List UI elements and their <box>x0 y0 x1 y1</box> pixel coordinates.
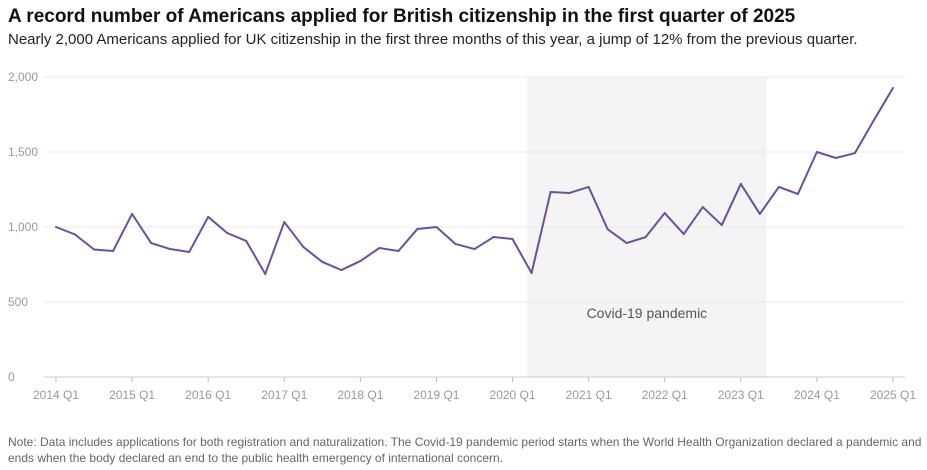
x-tick-label: 2016 Q1 <box>185 388 231 402</box>
data-point <box>435 226 438 228</box>
data-point <box>378 247 381 249</box>
data-point <box>701 206 704 209</box>
data-point <box>264 272 267 275</box>
data-point <box>321 260 324 263</box>
data-point <box>853 152 856 155</box>
data-point <box>796 193 799 195</box>
y-tick-label: 500 <box>8 295 28 309</box>
x-tick-label: 2017 Q1 <box>261 388 307 402</box>
data-point <box>207 215 210 218</box>
x-tick-label: 2022 Q1 <box>642 388 688 402</box>
data-point <box>74 233 77 236</box>
data-point <box>549 191 552 194</box>
data-point <box>758 212 761 215</box>
data-point <box>892 86 894 89</box>
data-point <box>625 242 628 245</box>
y-tick-label: 1,500 <box>8 145 38 159</box>
x-tick-label: 2023 Q1 <box>718 388 764 402</box>
data-point <box>416 227 419 230</box>
data-point <box>359 260 362 263</box>
data-point <box>188 251 191 254</box>
data-point <box>815 151 818 153</box>
data-point <box>739 182 742 185</box>
y-tick-label: 2,000 <box>8 70 38 84</box>
data-point <box>644 236 647 239</box>
data-point <box>606 228 609 231</box>
data-point <box>454 242 457 245</box>
covid-annotation-label: Covid-19 pandemic <box>587 305 708 321</box>
data-point <box>245 239 248 242</box>
data-point <box>150 242 153 245</box>
x-tick-label: 2015 Q1 <box>109 388 155 402</box>
x-tick-label: 2020 Q1 <box>490 388 536 402</box>
x-tick-label: 2018 Q1 <box>337 388 383 402</box>
x-tick-label: 2019 Q1 <box>413 388 459 402</box>
data-point <box>511 238 514 240</box>
data-point <box>530 272 533 275</box>
data-point <box>131 212 134 215</box>
data-point <box>283 221 286 224</box>
data-point <box>587 185 590 188</box>
x-tick-label: 2014 Q1 <box>33 388 79 402</box>
data-point <box>397 250 400 252</box>
data-point <box>226 232 229 234</box>
x-tick-label: 2025 Q1 <box>870 388 916 402</box>
y-tick-label: 0 <box>8 370 15 384</box>
data-point <box>663 212 666 215</box>
data-point <box>568 191 571 194</box>
chart-subtitle: Nearly 2,000 Americans applied for UK ci… <box>8 31 858 48</box>
x-tick-label: 2024 Q1 <box>794 388 840 402</box>
data-point <box>340 269 343 272</box>
series-line <box>55 87 894 275</box>
chart-note: Note: Data includes applications for bot… <box>8 435 922 465</box>
data-point <box>473 248 476 251</box>
data-point <box>777 185 780 188</box>
x-tick-label: 2021 Q1 <box>566 388 612 402</box>
line-chart: 0 500 1,000 1,500 2,000 Covid-19 pandemic 2014… <box>8 70 916 402</box>
data-point <box>112 250 115 252</box>
data-point <box>93 248 96 251</box>
chart-title: A record number of Americans applied for… <box>8 6 796 27</box>
data-point <box>55 226 57 228</box>
data-point <box>872 119 875 122</box>
data-point <box>682 233 685 236</box>
data-point <box>720 224 723 227</box>
data-point <box>492 236 495 239</box>
data-point <box>834 157 837 159</box>
y-tick-label: 1,000 <box>8 220 38 234</box>
data-point <box>169 248 172 251</box>
data-point <box>302 245 305 248</box>
